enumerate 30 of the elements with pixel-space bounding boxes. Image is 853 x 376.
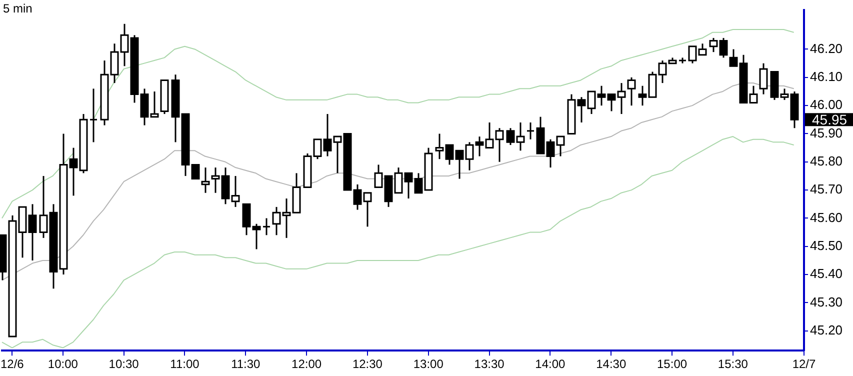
- y-tick-label: 46.10: [810, 68, 843, 84]
- y-tick-label: 45.90: [810, 125, 843, 140]
- text: 45.95: [812, 112, 848, 128]
- x-tick-label: 11:00: [170, 357, 200, 372]
- x-tick-label: 12/7: [792, 357, 816, 372]
- x-tick-label: 10:00: [48, 357, 78, 372]
- x-tick-label: 13:00: [413, 357, 444, 372]
- y-tick-label: 45.50: [810, 238, 843, 253]
- y-tick-label: 45.40: [810, 266, 843, 282]
- y-tick-label: 45.70: [810, 182, 843, 197]
- x-tick-label: 14:00: [535, 357, 566, 372]
- x-tick-label: 13:30: [474, 357, 505, 372]
- y-tick-label: 46.00: [810, 97, 843, 112]
- candlestick: [262, 217, 271, 236]
- y-tick-label: 45.60: [810, 210, 843, 225]
- x-tick-label: 12/6: [0, 357, 24, 372]
- candlestick: [89, 88, 98, 143]
- x-tick-label: 10:30: [108, 357, 140, 372]
- y-tick-label: 45.30: [810, 294, 843, 310]
- candlestick: [526, 122, 535, 140]
- x-tick-label: 14:30: [596, 357, 626, 372]
- chart-title: 5 min: [3, 1, 32, 16]
- x-tick-label: 12:00: [292, 357, 322, 372]
- y-tick-label: 46.20: [810, 40, 843, 56]
- x-tick-label: 12:30: [352, 357, 383, 372]
- x-tick-label: 15:00: [657, 357, 688, 372]
- x-tick-label: 11:30: [231, 357, 261, 372]
- x-tick-label: 15:30: [718, 357, 748, 372]
- y-tick-label: 45.20: [810, 322, 843, 338]
- y-tick-label: 45.80: [810, 153, 843, 168]
